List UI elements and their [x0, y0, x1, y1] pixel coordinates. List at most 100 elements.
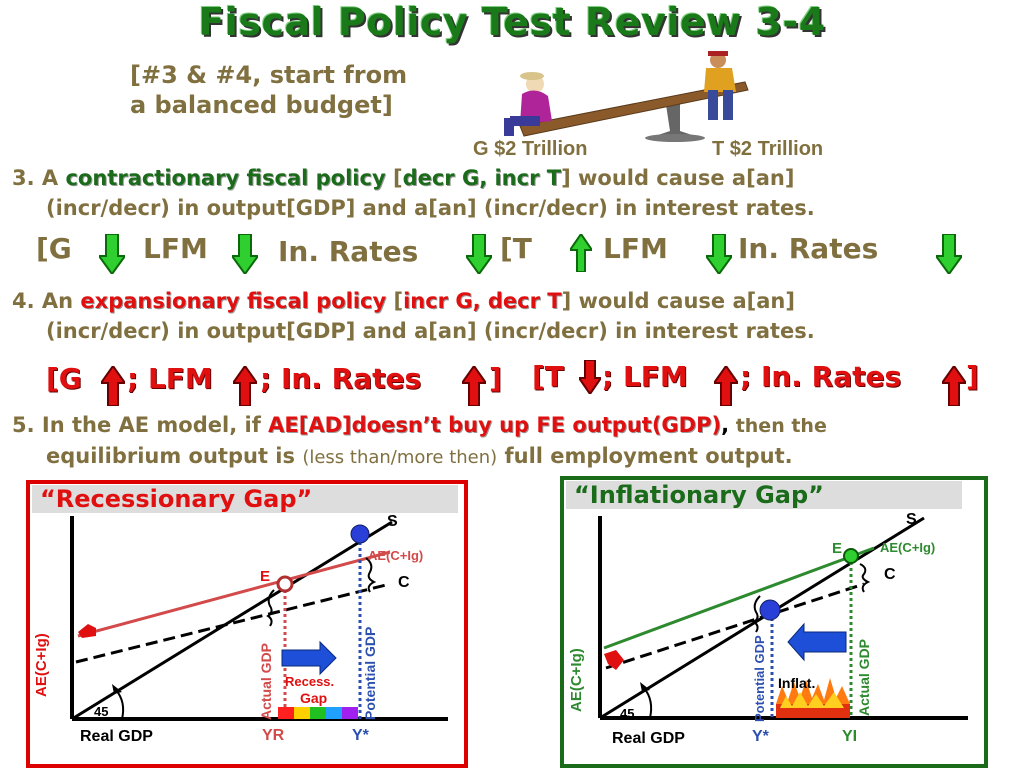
down-arrow-icon	[466, 234, 492, 274]
inflation-e-label: E	[832, 540, 843, 557]
q4-answer-close-2: ]	[966, 360, 979, 393]
ae-intercept-marker	[604, 650, 624, 670]
q3-bracket-open: [	[385, 166, 403, 190]
up-arrow-icon	[462, 366, 486, 406]
q4-answer-rates-1: ; In. Rates	[260, 362, 422, 395]
q4-bracket-open: [	[386, 289, 404, 313]
q3-bracket-keyword: decr G, incr T	[402, 166, 562, 190]
recessionary-gap-panel	[26, 480, 468, 768]
q4-answer-lfm-2: ; LFM	[602, 360, 688, 393]
inflation-angle-label: 45	[620, 706, 635, 721]
q5-keyword: AE[AD]doesn’t buy up FE output(GDP)	[268, 413, 722, 437]
q3-answer-rates-2: In. Rates	[738, 232, 879, 265]
q4-keyword: expansionary fiscal policy	[80, 289, 387, 313]
ae-line	[603, 546, 875, 650]
recession-x-axis-label: Real GDP	[80, 728, 153, 745]
q5-line-2c: full employment output.	[497, 444, 793, 468]
q4-answer-rates-2: ; In. Rates	[740, 360, 902, 393]
down-arrow-icon	[232, 234, 258, 274]
full-employment-point	[759, 599, 781, 621]
full-employment-point	[350, 524, 370, 544]
right-person-icon	[704, 51, 736, 120]
recession-ae-label: AE(C+Ig)	[368, 548, 424, 563]
ae-line	[77, 550, 391, 638]
down-arrow-icon	[936, 234, 962, 274]
inflation-gap-label: Inflat.	[778, 675, 816, 691]
question-4: 4. An expansionary fiscal policy [incr G…	[12, 286, 1017, 346]
q4-answer-close-1: ]	[489, 362, 502, 395]
recession-actual-gdp-label: Actual GDP	[258, 642, 274, 720]
recession-potential-gdp-label: Potential GDP	[362, 626, 378, 720]
question-3: 3. A contractionary fiscal policy [decr …	[12, 163, 1017, 223]
q3-answer-rates-1: In. Rates	[278, 235, 419, 268]
left-person-icon	[504, 72, 552, 136]
q3-line-2: (incr/decr) in output[GDP] and a[an] (in…	[46, 196, 815, 220]
q4-answer-g: [G	[46, 362, 82, 395]
q3-prefix: 3. A	[12, 166, 66, 190]
q5-line-2a: equilibrium output is	[46, 444, 303, 468]
q5-prefix: 5. In the AE model, if	[12, 413, 269, 437]
up-arrow-icon	[233, 366, 257, 406]
inflation-actual-gdp-label: Actual GDP	[856, 638, 872, 716]
t-trillion-label: T $2 Trillion	[712, 138, 824, 160]
q3-answer-t: [T	[500, 232, 532, 265]
recession-angle-label: 45	[94, 704, 109, 719]
q5-comma: ,	[721, 413, 730, 437]
inflationary-gap-title: “Inflationary Gap”	[566, 481, 962, 509]
down-arrow-icon	[706, 234, 732, 274]
recessionary-gap-graph	[70, 516, 448, 721]
inflation-yi-label: YI	[842, 728, 858, 745]
q4-answer-t: [T	[532, 360, 564, 393]
recession-e-label: E	[260, 568, 271, 585]
inflation-c-label: C	[884, 566, 896, 583]
q5-then: then the	[729, 415, 827, 437]
q3-keyword: contractionary fiscal policy	[65, 166, 386, 190]
recession-s-label: S	[387, 513, 398, 530]
up-arrow-icon	[101, 366, 125, 406]
q5-line-2b: (less than/more then)	[302, 447, 498, 468]
ae-intercept-marker	[78, 624, 96, 638]
note-line-2: a balanced budget]	[130, 91, 393, 119]
left-arrow-icon	[787, 622, 847, 662]
inflation-potential-gdp-label: Potential GDP	[752, 635, 767, 722]
equilibrium-point	[843, 548, 859, 564]
q4-line-2: (incr/decr) in output[GDP] and a[an] (in…	[46, 319, 815, 343]
s-line	[71, 520, 393, 721]
q4-rest: ] would cause a[an]	[561, 289, 795, 313]
question-5: 5. In the AE model, if AE[AD]doesn’t buy…	[12, 410, 1017, 473]
inflation-x-axis-label: Real GDP	[612, 730, 685, 747]
inflation-y-axis-label: AE(C+Ig)	[568, 648, 585, 712]
slide-title: Fiscal Policy Test Review 3-4	[198, 0, 826, 44]
q3-rest: ] would cause a[an]	[561, 166, 795, 190]
q3-answer-lfm-1: LFM	[143, 232, 208, 265]
q3-answer-g: [G	[36, 232, 72, 265]
equilibrium-point	[276, 575, 294, 593]
up-arrow-icon	[570, 234, 592, 272]
balanced-budget-note: [#3 & #4, start from a balanced budget]	[130, 60, 407, 120]
fire-icon	[776, 678, 850, 718]
inflation-ystar-label: Y*	[752, 728, 769, 745]
down-arrow-icon	[99, 234, 125, 274]
q4-prefix: 4. An	[12, 289, 81, 313]
recession-y-axis-label: AE(C+Ig)	[33, 633, 50, 697]
c-line	[605, 582, 865, 670]
note-line-1: [#3 & #4, start from	[130, 61, 408, 89]
inflationary-gap-panel	[560, 476, 988, 768]
right-arrow-icon	[281, 640, 337, 676]
recession-c-label: C	[398, 574, 410, 591]
recession-yr-label: YR	[262, 727, 285, 744]
q4-bracket-keyword: incr G, decr T	[403, 289, 562, 313]
recession-gap-label-1: Recess.	[285, 674, 335, 689]
q3-answer-lfm-2: LFM	[603, 232, 668, 265]
inflation-s-label: S	[906, 511, 917, 528]
inflationary-gap-graph	[598, 516, 968, 720]
seesaw-stand	[655, 98, 695, 136]
seesaw-illustration	[504, 51, 749, 142]
seesaw-plank	[519, 81, 749, 137]
q4-answer-lfm-1: ; LFM	[127, 362, 213, 395]
recession-gap-label-2: Gap	[300, 690, 328, 706]
down-arrow-icon	[579, 360, 601, 394]
recessionary-gap-title: “Recessionary Gap”	[32, 485, 458, 513]
up-arrow-icon	[714, 366, 738, 406]
inflation-ae-label: AE(C+Ig)	[880, 540, 936, 555]
